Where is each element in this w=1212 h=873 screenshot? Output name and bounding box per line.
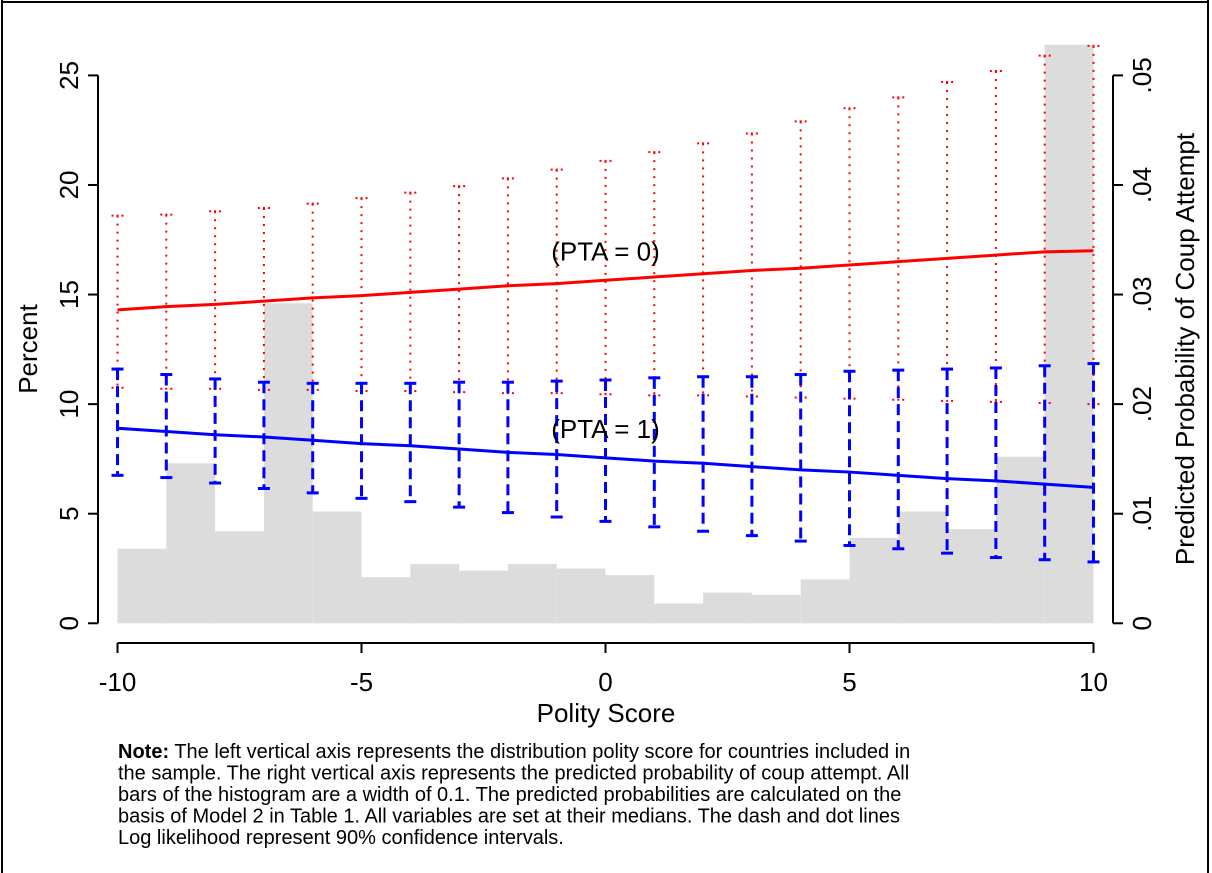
histogram-bar [1044,44,1094,624]
line-annotation: (PTA = 1) [551,414,660,444]
note-text: the sample. The right vertical axis repr… [118,763,909,785]
histogram-bar [751,594,801,624]
histogram-bar [361,577,411,624]
plot-area: (PTA = 0) (PTA = 1) 0 5 10 15 20 25 0 .01 .02 .03 .0… [54,44,1157,697]
prediction-line [117,426,1094,489]
histogram-bar [947,529,996,624]
y2-tick-label: .03 [1127,276,1157,312]
x-tick-label: 0 [598,667,612,697]
histogram-bar [312,511,362,624]
y-tick-label: 10 [54,390,84,419]
x-axis-title: Polity Score [537,698,676,728]
y2-tick-label: 0 [1127,616,1157,630]
y2-axis-title: Predicted Probability of Coup Attempt [1170,132,1200,565]
x-tick-label: -10 [99,667,137,697]
histogram-bar [215,531,264,624]
note-text: The left vertical axis represents the di… [174,741,910,763]
y2-tick-label: .01 [1127,496,1157,532]
histogram-bar [459,570,508,624]
histogram-bar [898,511,948,624]
y-tick-label: 15 [54,280,84,309]
y-tick-label: 20 [54,171,84,200]
y-tick-label: 25 [54,61,84,90]
histogram-bar [703,592,752,624]
histogram-bar [410,564,460,624]
histogram-bar [849,537,899,624]
note-line: bars of the histogram are a width of 0.1… [118,784,901,806]
note-label: Note: [118,741,169,763]
histogram-bar [263,303,313,624]
histogram-bar [605,575,655,624]
note-text: Log likelihood represent 90% confidence … [118,827,564,849]
x-tick-label: 5 [842,667,856,697]
note-text: bars of the histogram are a width of 0.1… [118,784,901,806]
histogram-bar [166,463,216,624]
histogram-bar [556,568,606,624]
note-line: Log likelihood represent 90% confidence … [118,827,564,849]
y-axis-title: Percent [13,303,43,393]
y2-tick-label: .05 [1127,57,1157,93]
x-tick-label: 10 [1079,667,1108,697]
y-tick-label: 0 [54,616,84,630]
note-text: basis of Model 2 in Table 1. All variabl… [118,806,900,828]
histogram-bar [117,548,167,624]
x-tick-label: -5 [350,667,373,697]
histogram-bar [654,603,704,624]
y2-tick-label: .04 [1127,167,1157,203]
note-line: basis of Model 2 in Table 1. All variabl… [118,806,900,828]
histogram-bar [800,579,850,624]
note-line: the sample. The right vertical axis repr… [118,763,909,785]
y2-tick-label: .02 [1127,386,1157,422]
histogram-bar [507,564,557,624]
prediction-line [117,249,1094,312]
line-annotation: (PTA = 0) [551,236,660,266]
note: Note: The left vertical axis represents … [118,741,910,849]
y-tick-label: 5 [54,506,84,520]
note-line: Note: The left vertical axis represents … [118,741,910,763]
